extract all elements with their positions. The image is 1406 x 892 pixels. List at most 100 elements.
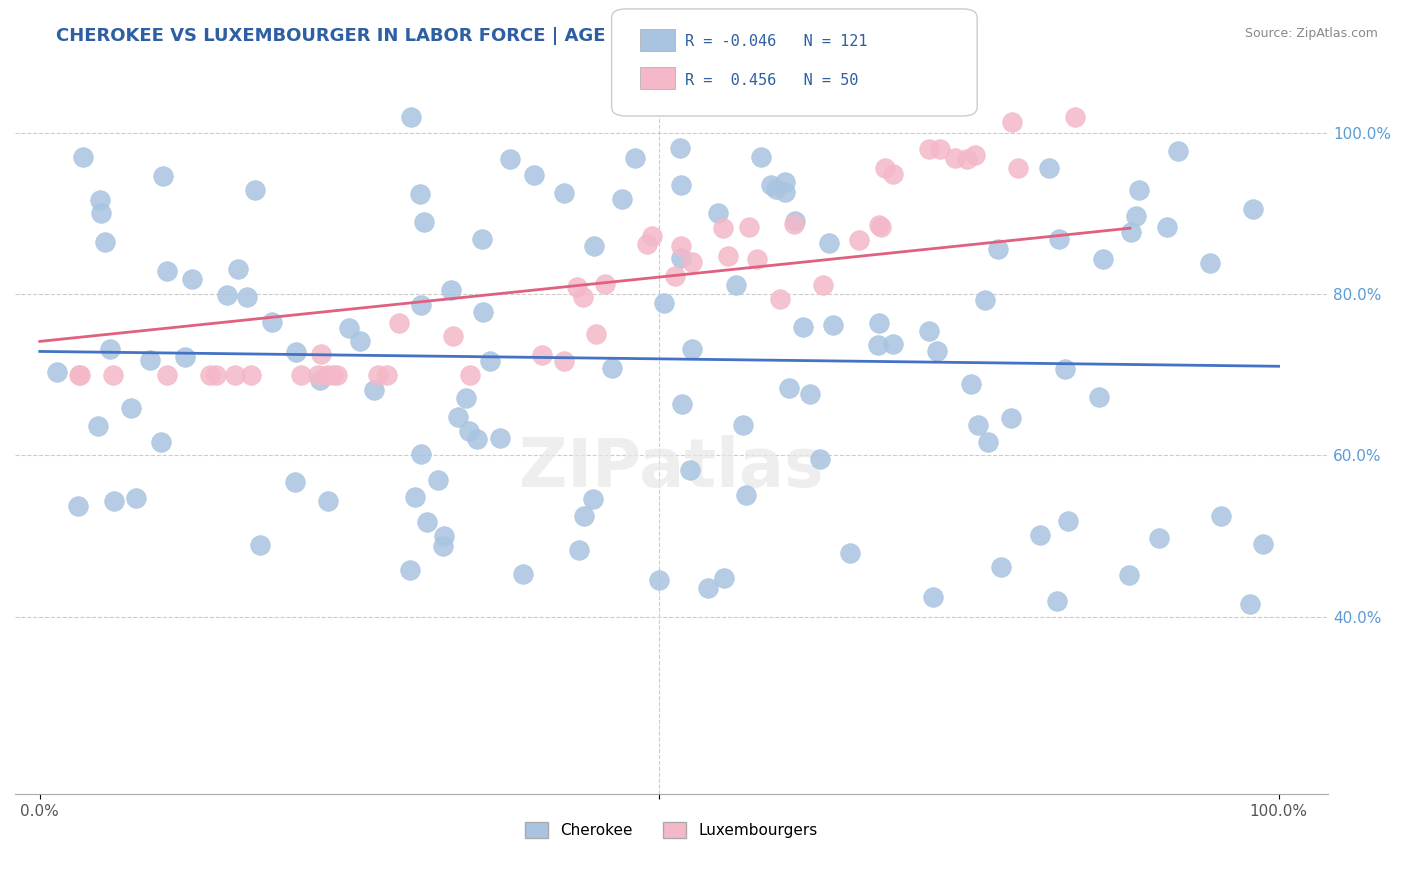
Point xyxy=(471,232,494,246)
Point xyxy=(593,277,616,292)
Point xyxy=(783,217,806,231)
Point xyxy=(90,206,112,220)
Point xyxy=(553,354,575,368)
Point xyxy=(375,368,398,382)
Point xyxy=(285,344,308,359)
Point xyxy=(1128,183,1150,197)
Point xyxy=(956,152,979,166)
Point xyxy=(734,487,756,501)
Point xyxy=(433,529,456,543)
Point xyxy=(773,185,796,199)
Point xyxy=(1121,225,1143,239)
Point xyxy=(67,368,90,382)
Point xyxy=(987,242,1010,256)
Point xyxy=(927,344,949,359)
Point xyxy=(868,316,890,330)
Point xyxy=(399,563,422,577)
Text: CHEROKEE VS LUXEMBOURGER IN LABOR FORCE | AGE 25-29 CORRELATION CHART: CHEROKEE VS LUXEMBOURGER IN LABOR FORCE … xyxy=(56,27,891,45)
Point xyxy=(349,334,371,348)
Point xyxy=(388,316,411,330)
Point xyxy=(236,290,259,304)
Point xyxy=(309,374,332,388)
Point xyxy=(966,418,988,433)
Text: R = -0.046   N = 121: R = -0.046 N = 121 xyxy=(685,35,868,49)
Point xyxy=(959,376,981,391)
Text: R =  0.456   N = 50: R = 0.456 N = 50 xyxy=(685,73,858,87)
Point xyxy=(1007,161,1029,175)
Point xyxy=(200,368,222,382)
Point xyxy=(156,264,179,278)
Point xyxy=(711,221,734,235)
Point xyxy=(624,151,647,165)
Point xyxy=(89,193,111,207)
Point xyxy=(367,368,389,382)
Point xyxy=(977,435,1000,450)
Point xyxy=(337,321,360,335)
Point xyxy=(641,229,664,244)
Point xyxy=(458,368,481,382)
Point xyxy=(139,353,162,368)
Point xyxy=(416,515,439,529)
Point xyxy=(574,509,596,524)
Point xyxy=(522,168,544,182)
Point xyxy=(571,290,593,304)
Point xyxy=(1088,391,1111,405)
Point xyxy=(249,538,271,552)
Point xyxy=(681,343,703,357)
Point xyxy=(66,499,89,513)
Point xyxy=(775,175,797,189)
Point xyxy=(94,235,117,249)
Point xyxy=(1092,252,1115,266)
Point xyxy=(1125,209,1147,223)
Point xyxy=(669,141,692,155)
Point xyxy=(215,288,238,302)
Point xyxy=(838,546,860,560)
Point xyxy=(1211,509,1233,524)
Point xyxy=(173,350,195,364)
Point xyxy=(224,368,246,382)
Point xyxy=(260,315,283,329)
Point xyxy=(917,325,939,339)
Point xyxy=(441,329,464,343)
Point xyxy=(769,292,792,306)
Point xyxy=(69,368,91,382)
Point xyxy=(1054,361,1077,376)
Point xyxy=(792,320,814,334)
Point xyxy=(307,368,329,382)
Point xyxy=(671,396,693,410)
Point xyxy=(637,237,659,252)
Point xyxy=(309,347,332,361)
Point xyxy=(409,186,432,201)
Point xyxy=(447,409,470,424)
Point xyxy=(479,354,502,368)
Point xyxy=(821,318,844,333)
Point xyxy=(1241,202,1264,217)
Point xyxy=(181,272,204,286)
Point xyxy=(512,567,534,582)
Point xyxy=(808,452,831,467)
Point xyxy=(818,235,841,250)
Point xyxy=(973,293,995,307)
Point xyxy=(1038,161,1060,176)
Point xyxy=(1253,536,1275,550)
Point xyxy=(943,151,966,165)
Point xyxy=(1057,514,1080,528)
Point xyxy=(1156,219,1178,234)
Point xyxy=(759,178,782,192)
Point xyxy=(811,278,834,293)
Point xyxy=(731,418,754,433)
Point xyxy=(401,110,423,124)
Point xyxy=(585,327,607,342)
Point xyxy=(963,147,986,161)
Point xyxy=(745,252,768,266)
Point xyxy=(778,381,800,395)
Point xyxy=(411,447,433,461)
Point xyxy=(869,219,891,234)
Point xyxy=(120,401,142,415)
Point xyxy=(1000,411,1022,425)
Point xyxy=(652,296,675,310)
Point xyxy=(1001,115,1024,129)
Point xyxy=(432,539,454,553)
Point xyxy=(101,368,124,382)
Point xyxy=(882,337,904,351)
